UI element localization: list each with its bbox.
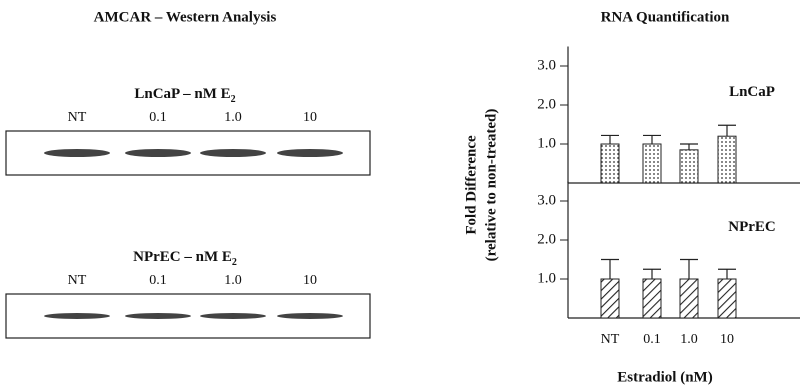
blot-band	[125, 149, 191, 157]
bar	[643, 279, 661, 318]
blot-title: LnCaP – nM E2	[134, 86, 235, 105]
x-axis-label: Estradiol (nM)	[617, 369, 712, 385]
bar	[601, 279, 619, 318]
y-axis-label: Fold Difference	[463, 135, 479, 235]
lane-label: 10	[303, 110, 317, 125]
blot-title: NPrEC – nM E2	[133, 249, 237, 268]
blot-band	[200, 313, 266, 319]
panel-label: NPrEC	[728, 219, 776, 235]
lane-label: 0.1	[149, 273, 167, 288]
lane-label: 1.0	[224, 273, 242, 288]
blot-band	[277, 149, 343, 157]
y-tick-label: 2.0	[537, 231, 556, 247]
blot-band	[125, 313, 191, 319]
bar	[680, 150, 698, 183]
lane-label: 10	[303, 273, 317, 288]
lane-label: NT	[68, 110, 87, 125]
y-tick-label: 3.0	[537, 192, 556, 208]
blot-title-text: NPrEC – nM E	[133, 249, 232, 265]
y-tick-label: 2.0	[537, 96, 556, 112]
blot-band	[44, 149, 110, 157]
y-tick-label: 1.0	[537, 135, 556, 151]
lane-label: NT	[68, 273, 87, 288]
subscript: 2	[231, 94, 236, 105]
x-tick-label: NT	[601, 332, 620, 347]
bar	[601, 144, 619, 183]
lane-label: 0.1	[149, 110, 167, 125]
blot-band	[200, 149, 266, 157]
y-tick-label: 3.0	[537, 57, 556, 73]
panel-label: LnCaP	[729, 84, 775, 100]
lane-label: 1.0	[224, 110, 242, 125]
x-tick-label: 1.0	[680, 332, 698, 347]
blot-band	[277, 313, 343, 319]
figure: AMCAR – Western Analysis RNA Quantificat…	[0, 0, 800, 388]
blot-title-text: LnCaP – nM E	[134, 86, 230, 102]
x-tick-label: 10	[720, 332, 734, 347]
x-tick-label: 0.1	[643, 332, 661, 347]
bar	[718, 136, 736, 183]
western-title: AMCAR – Western Analysis	[94, 9, 277, 25]
chart-title: RNA Quantification	[601, 9, 730, 25]
bar	[643, 144, 661, 183]
subscript: 2	[232, 257, 237, 268]
bar	[680, 279, 698, 318]
y-axis-label: (relative to non-treated)	[483, 109, 499, 262]
blot-band	[44, 313, 110, 319]
y-tick-label: 1.0	[537, 270, 556, 286]
bar	[718, 279, 736, 318]
